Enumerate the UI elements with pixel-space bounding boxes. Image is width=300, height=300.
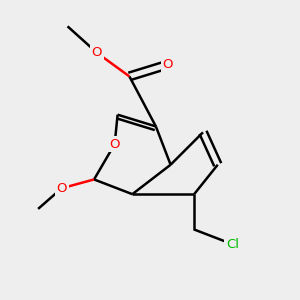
- Text: O: O: [56, 182, 67, 195]
- Text: Cl: Cl: [226, 238, 239, 251]
- Text: O: O: [92, 46, 102, 59]
- Text: O: O: [110, 138, 120, 151]
- Text: O: O: [162, 58, 173, 71]
